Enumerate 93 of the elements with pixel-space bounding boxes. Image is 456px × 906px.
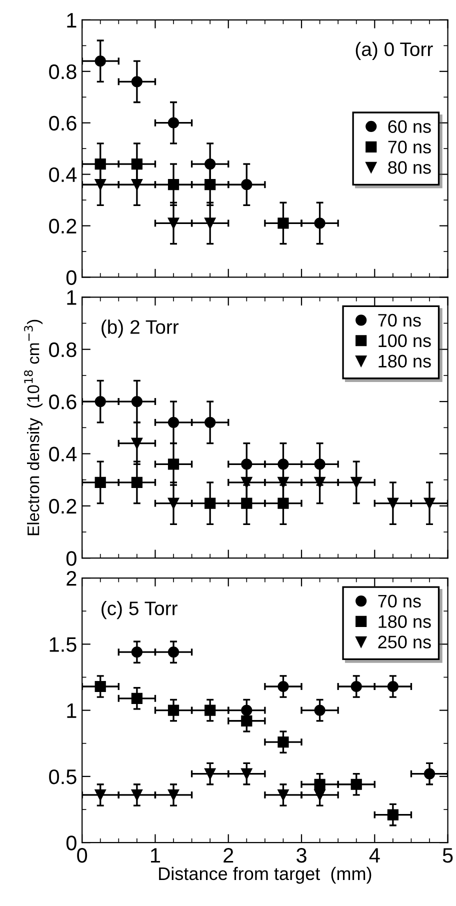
y-tick-label: 0.4 xyxy=(49,167,77,182)
y-tick-label: 1 xyxy=(67,704,76,718)
point xyxy=(350,476,362,488)
point xyxy=(94,158,106,170)
y-tick-label: 1 xyxy=(67,290,76,305)
x-tick-label: 5 xyxy=(442,848,453,863)
x-tick-label: 0 xyxy=(77,848,88,863)
point xyxy=(204,768,216,780)
annotation: (c) 5 Torr xyxy=(102,600,178,620)
point xyxy=(424,498,436,509)
y-tick-label: 0.6 xyxy=(49,394,76,410)
point xyxy=(241,715,252,726)
point xyxy=(387,498,398,509)
y-tick-label: 0.2 xyxy=(49,498,76,514)
y-tick-label: 2 xyxy=(66,571,76,586)
point xyxy=(278,789,289,801)
point xyxy=(204,158,216,170)
point xyxy=(241,458,252,470)
legend-label: 100 ns xyxy=(378,334,431,348)
x-tick-label: 2 xyxy=(224,848,234,863)
point xyxy=(278,458,289,470)
point xyxy=(204,416,216,428)
point xyxy=(241,704,252,716)
y-tick-label: 0 xyxy=(66,836,76,850)
point xyxy=(168,789,180,801)
point xyxy=(241,179,252,190)
point xyxy=(168,117,180,128)
y-tick-label: 1 xyxy=(67,13,76,28)
point xyxy=(204,218,216,229)
legend-label: 180 ns xyxy=(378,615,431,628)
y-tick-label: 0.4 xyxy=(49,446,77,462)
point xyxy=(387,680,398,692)
y-tick-label: 0 xyxy=(66,270,76,285)
point xyxy=(131,646,142,658)
point xyxy=(168,704,180,716)
point xyxy=(94,396,106,408)
legend-label: 70 ns xyxy=(378,594,421,608)
point xyxy=(168,646,180,658)
point xyxy=(204,179,216,190)
x-tick-label: 4 xyxy=(369,848,380,863)
point xyxy=(278,498,289,509)
point xyxy=(350,680,362,692)
y-tick-label: 0.6 xyxy=(49,116,76,131)
point xyxy=(131,476,142,488)
y-tick-label: 0.8 xyxy=(49,342,76,358)
point xyxy=(314,704,326,716)
point xyxy=(314,778,326,790)
y-axis-title: Electron density (10$^{18}$ cm$^{−3}$) xyxy=(24,320,43,536)
x-axis-title: Distance from target (mm) xyxy=(159,866,372,884)
y-tick-label: 0.2 xyxy=(49,218,76,234)
point xyxy=(387,809,398,820)
point xyxy=(131,692,142,704)
point xyxy=(314,458,326,470)
y-tick-label: 1.5 xyxy=(50,637,76,652)
y-tick-label: 0 xyxy=(66,551,76,566)
x-tick-label: 3 xyxy=(296,848,306,863)
point xyxy=(204,498,216,509)
point xyxy=(131,789,142,801)
point xyxy=(131,76,142,88)
x-tick-label: 1 xyxy=(151,848,160,863)
point xyxy=(350,778,362,790)
point xyxy=(168,179,180,190)
legend-label: 60 ns xyxy=(388,120,431,133)
annotation: (b) 2 Torr xyxy=(102,320,179,338)
point xyxy=(204,704,216,716)
point xyxy=(168,498,180,509)
point xyxy=(131,158,142,170)
annotation: (a) 0 Torr xyxy=(356,42,433,60)
point xyxy=(94,789,106,801)
legend-label: 180 ns xyxy=(378,354,431,368)
point xyxy=(424,768,436,780)
point xyxy=(241,498,252,509)
point xyxy=(278,218,289,229)
point xyxy=(168,458,180,470)
point xyxy=(131,396,142,408)
y-tick-label: 0.5 xyxy=(49,769,76,784)
point xyxy=(168,416,180,428)
y-tick-label: 0.8 xyxy=(49,64,76,80)
legend-label: 70 ns xyxy=(378,314,421,327)
point xyxy=(168,218,180,229)
legend-label: 250 ns xyxy=(378,636,431,648)
point xyxy=(94,680,106,692)
point xyxy=(94,179,106,190)
point xyxy=(278,680,289,692)
point xyxy=(241,768,252,780)
point xyxy=(314,218,326,229)
legend-label: 70 ns xyxy=(388,140,431,154)
point xyxy=(131,438,142,449)
point xyxy=(278,736,289,748)
point xyxy=(131,179,142,190)
point xyxy=(94,476,106,488)
legend-label: 80 ns xyxy=(388,161,431,174)
point xyxy=(94,56,106,67)
